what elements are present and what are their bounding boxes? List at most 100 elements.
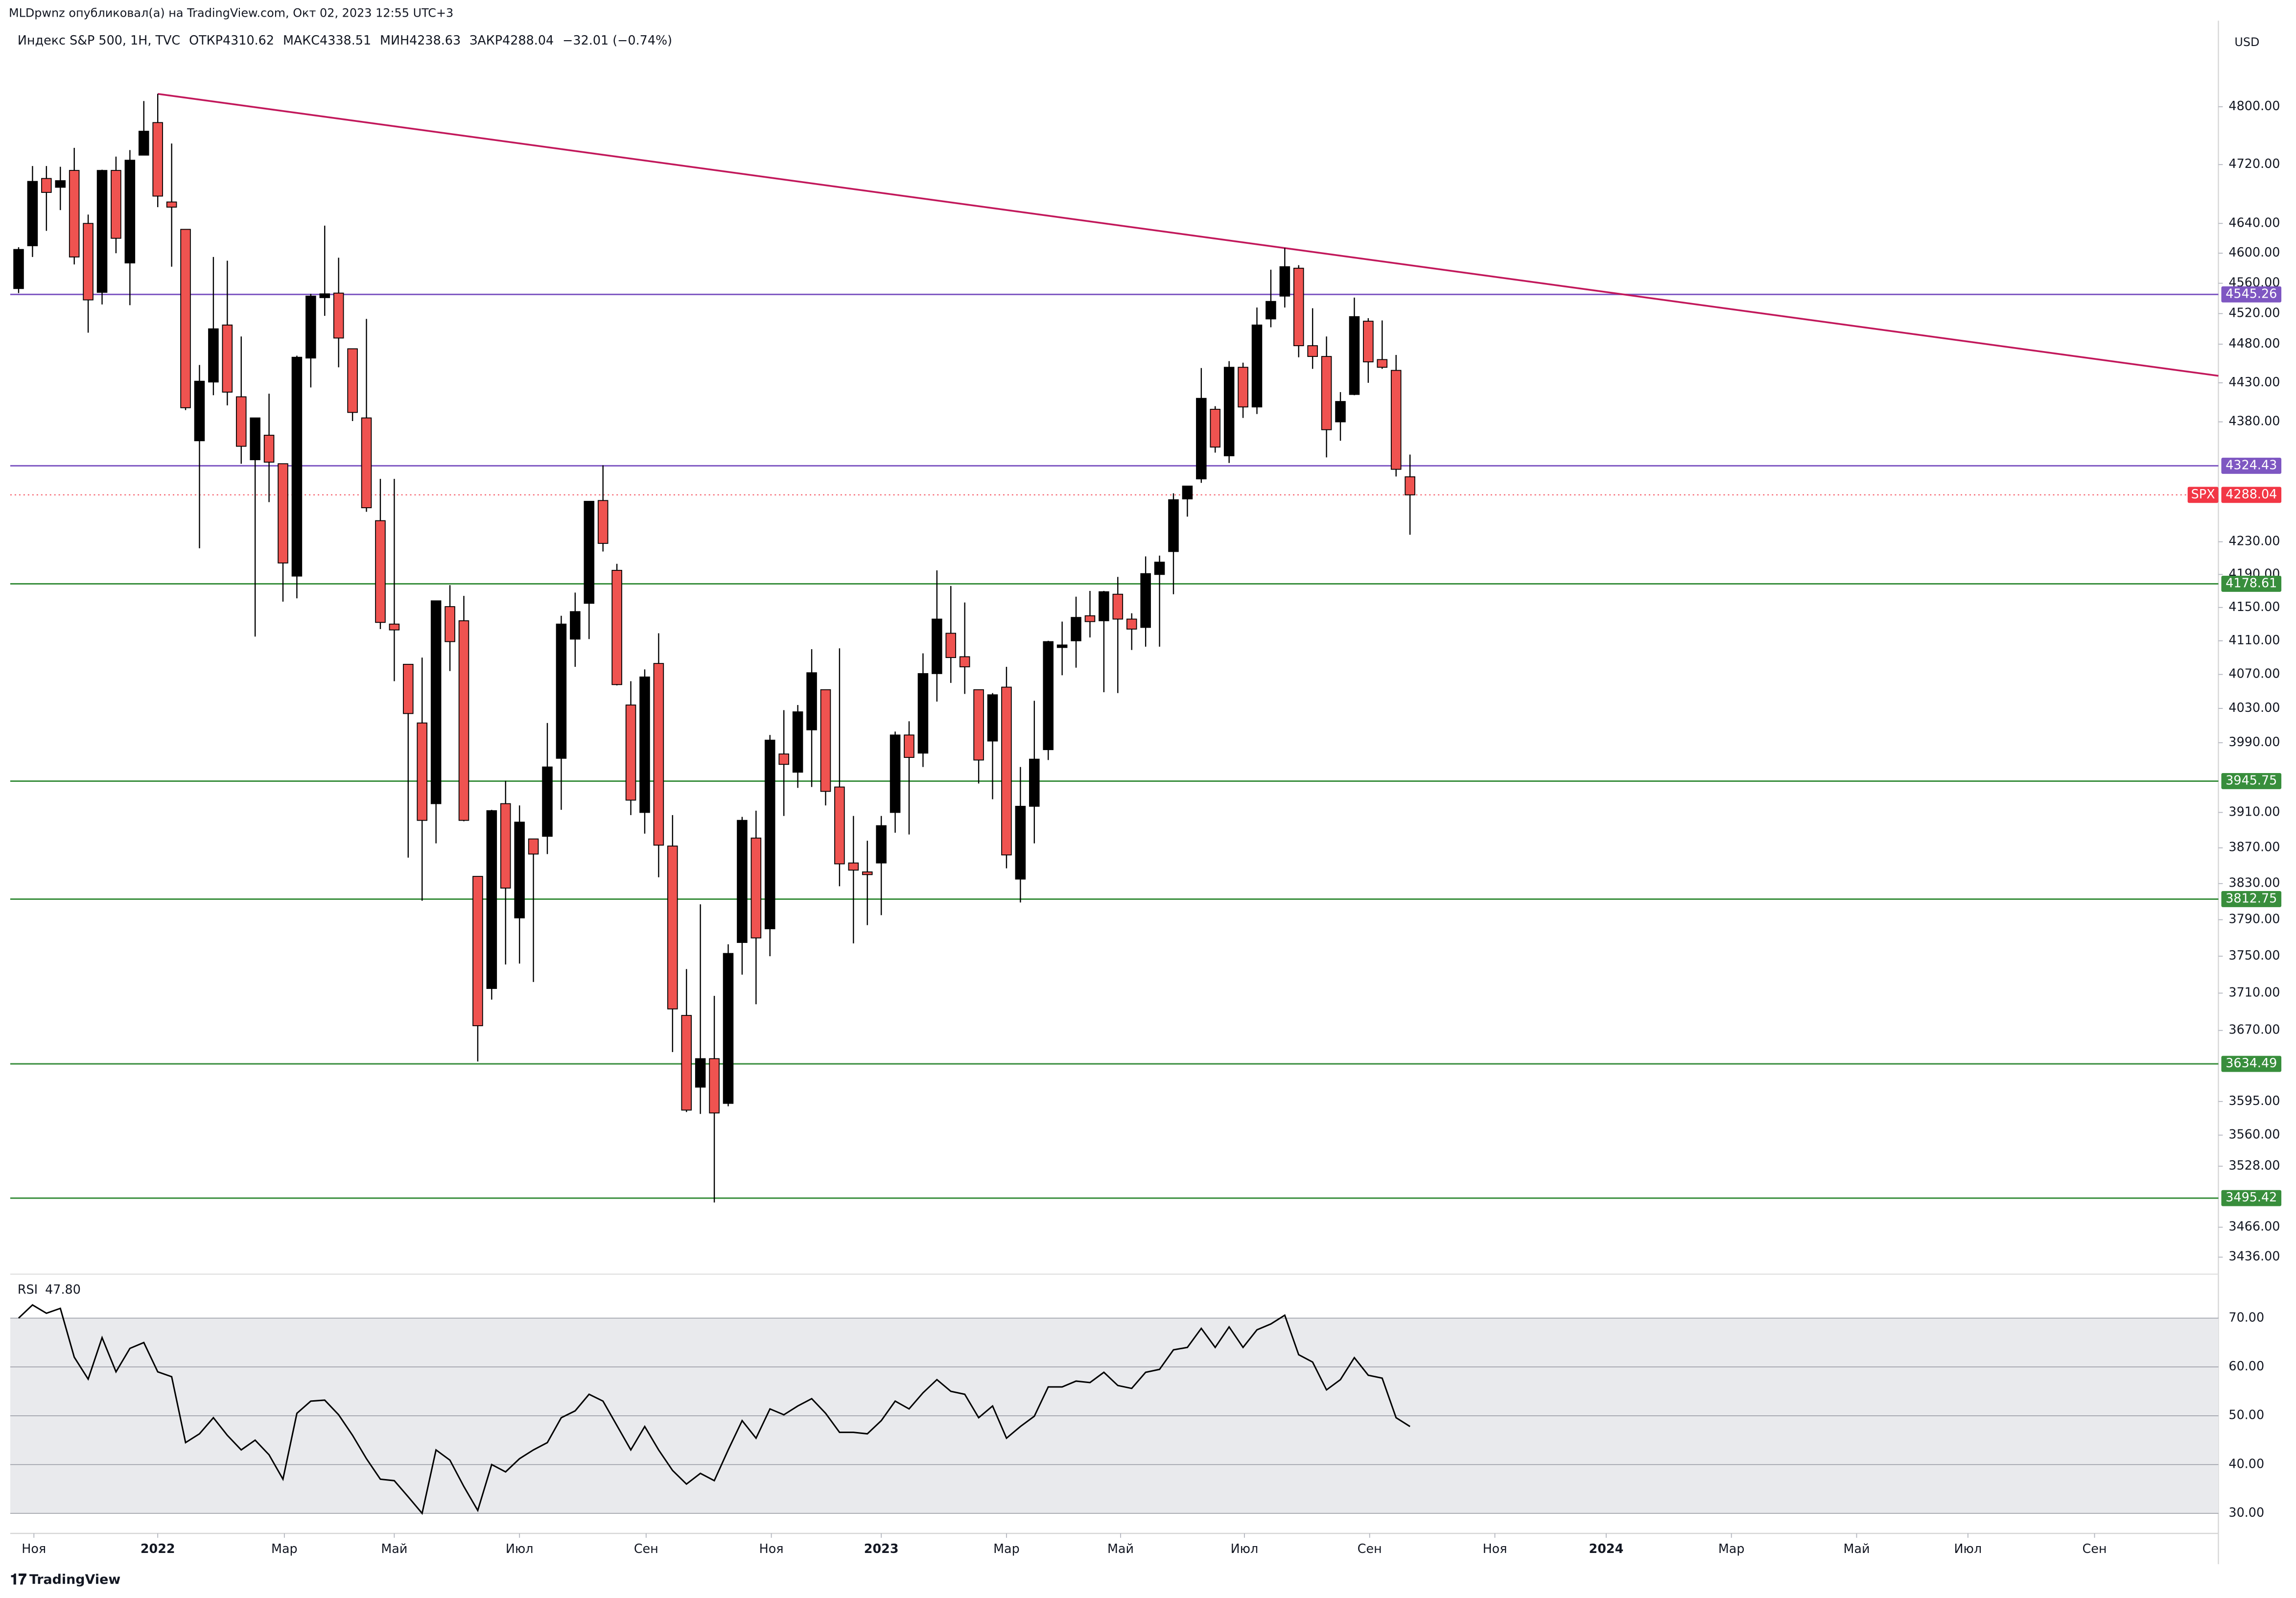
y-tick-label: 4070.00 bbox=[2228, 666, 2280, 681]
y-tick-label: 4380.00 bbox=[2228, 414, 2280, 428]
candle-body bbox=[1279, 266, 1290, 297]
candle-body bbox=[556, 623, 567, 759]
y-tick-label: 3595.00 bbox=[2228, 1093, 2280, 1108]
logo-icon: 𝟏𝟕 bbox=[10, 1571, 27, 1588]
candle-body bbox=[1196, 398, 1207, 480]
candle-body bbox=[41, 178, 52, 193]
y-tick-label: 3870.00 bbox=[2228, 840, 2280, 854]
x-tick-label: Июл bbox=[1231, 1541, 1259, 1556]
ohlc-name: МИН bbox=[380, 33, 409, 47]
candle-body bbox=[876, 825, 887, 864]
candle-body bbox=[1099, 591, 1109, 621]
candle-body bbox=[250, 417, 260, 460]
candle-body bbox=[111, 170, 121, 239]
y-tick-label: 4480.00 bbox=[2228, 336, 2280, 351]
y-tick-label: 3710.00 bbox=[2228, 985, 2280, 999]
candle-body bbox=[69, 170, 80, 258]
level-label: 3495.42 bbox=[2226, 1190, 2277, 1204]
candle-body bbox=[194, 380, 205, 442]
x-tick-label: Ноя bbox=[759, 1541, 784, 1556]
candle-body bbox=[500, 803, 511, 889]
x-tick-label: Май bbox=[1107, 1541, 1134, 1556]
rsi-last: 47.80 bbox=[45, 1282, 81, 1297]
candle-body bbox=[1182, 485, 1193, 499]
candle-body bbox=[1154, 562, 1165, 575]
candle-body bbox=[597, 500, 609, 544]
candle-body bbox=[1405, 476, 1415, 495]
y-tick-label: 3830.00 bbox=[2228, 875, 2280, 890]
level-label: 4324.43 bbox=[2226, 457, 2277, 472]
candle-body bbox=[750, 837, 762, 939]
symbol-title: Индекс S&P 500, 1Н, TVC bbox=[18, 33, 180, 47]
candle-body bbox=[1043, 641, 1054, 751]
level-label-box bbox=[2221, 1190, 2282, 1206]
candle-body bbox=[1056, 644, 1068, 648]
level-label: 3945.75 bbox=[2226, 773, 2277, 787]
y-tick-label: 3560.00 bbox=[2228, 1127, 2280, 1142]
price-tag-value: 4288.04 bbox=[2226, 487, 2277, 501]
candle-body bbox=[945, 633, 957, 658]
candle-body bbox=[904, 734, 914, 758]
candle-body bbox=[611, 570, 622, 685]
y-tick-label: 4230.00 bbox=[2228, 534, 2280, 548]
candle-body bbox=[584, 501, 595, 604]
candle-body bbox=[737, 820, 748, 943]
candle-body bbox=[514, 822, 525, 918]
candle-body bbox=[667, 846, 678, 1010]
candle-body bbox=[347, 348, 358, 413]
candle-body bbox=[55, 180, 66, 188]
level-label-box bbox=[2221, 576, 2282, 592]
candle-body bbox=[361, 417, 372, 509]
candle-body bbox=[1140, 573, 1151, 628]
candle-body bbox=[291, 356, 303, 577]
y-tick-label: 3990.00 bbox=[2228, 734, 2280, 749]
candle-body bbox=[820, 689, 831, 792]
ohlc-value: 4238.63 bbox=[409, 33, 461, 47]
x-tick-label: 2023 bbox=[864, 1541, 899, 1556]
candle-body bbox=[973, 689, 984, 761]
candle-body bbox=[375, 520, 386, 623]
level-label-box bbox=[2221, 773, 2282, 789]
y-tick-label: 3750.00 bbox=[2228, 948, 2280, 963]
trendline bbox=[157, 93, 2219, 377]
candle-body bbox=[1251, 324, 1263, 408]
candle-body bbox=[263, 435, 275, 463]
candle-body bbox=[472, 876, 483, 1027]
x-tick-label: Май bbox=[381, 1541, 407, 1556]
candle-body bbox=[1168, 499, 1179, 552]
rsi-legend: RSI 47.80 bbox=[18, 1282, 81, 1297]
candle-body bbox=[959, 656, 970, 667]
candle-body bbox=[222, 324, 233, 393]
y-tick-label: 3790.00 bbox=[2228, 912, 2280, 926]
candle-body bbox=[723, 953, 734, 1104]
candle-body bbox=[1112, 593, 1124, 620]
x-tick-label: 2022 bbox=[141, 1541, 175, 1556]
candle-body bbox=[278, 463, 288, 564]
candle-body bbox=[806, 672, 817, 730]
candle-body bbox=[778, 753, 789, 765]
candle-body bbox=[764, 739, 775, 930]
candle-body bbox=[1349, 316, 1360, 395]
candle-body bbox=[1126, 618, 1137, 630]
candle-body bbox=[166, 201, 177, 208]
candle-body bbox=[124, 160, 136, 263]
candle-body bbox=[319, 293, 330, 298]
x-tick-label: Мар bbox=[1718, 1541, 1745, 1556]
candle-body bbox=[528, 838, 539, 855]
candle-body bbox=[987, 694, 998, 742]
candle-body bbox=[1071, 617, 1081, 641]
candle-body bbox=[1307, 345, 1318, 357]
level-label: 4178.61 bbox=[2226, 575, 2277, 590]
price-tag-name-box bbox=[2187, 487, 2219, 503]
candle-body bbox=[13, 249, 24, 289]
x-tick-label: Сен bbox=[2083, 1541, 2107, 1556]
x-tick-label: Ноя bbox=[1483, 1541, 1507, 1556]
x-tick-label: Мар bbox=[993, 1541, 1020, 1556]
rsi-name: RSI bbox=[18, 1282, 38, 1297]
candle-body bbox=[389, 623, 400, 631]
candle-body bbox=[96, 170, 108, 293]
candle-body bbox=[709, 1058, 720, 1114]
candle-body bbox=[430, 600, 442, 804]
ohlc-name: ЗАКР bbox=[469, 33, 502, 47]
rsi-tick-label: 50.00 bbox=[2228, 1408, 2264, 1422]
